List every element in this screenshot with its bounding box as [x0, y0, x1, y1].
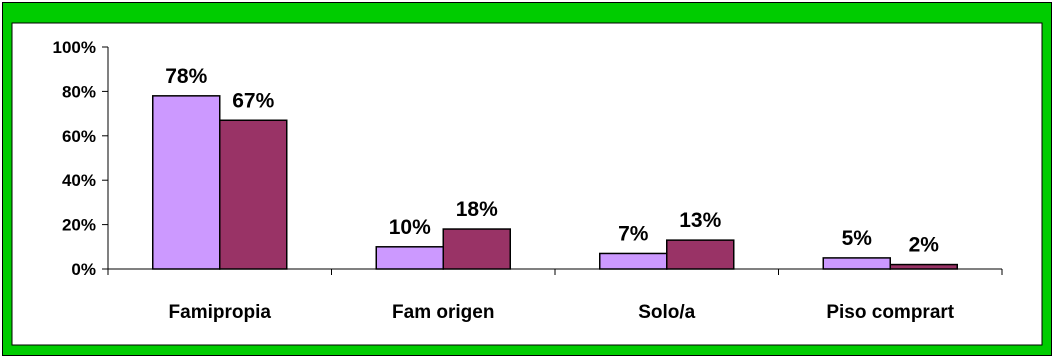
data-labels: 78% 10% 7% 5% 67% 18% 13% 2%: [165, 65, 939, 257]
y-tick-label: 100%: [53, 38, 96, 57]
x-category-label: Famipropia: [169, 302, 272, 323]
bar-series-1: [152, 95, 221, 270]
y-tick-label: 20%: [62, 216, 96, 235]
bar-series-2: [666, 239, 735, 270]
data-label: 78%: [165, 65, 207, 88]
bar-series-1: [599, 252, 668, 270]
data-label: 2%: [909, 234, 940, 257]
y-axis: 0% 20% 40% 60% 80% 100%: [53, 38, 109, 279]
y-tick-label: 80%: [62, 82, 96, 101]
bar-series-1: [375, 246, 444, 270]
chart-container: 0% 20% 40% 60% 80% 100% Famipropia Fam origen S…: [2, 2, 1052, 356]
bar-series-2: [889, 263, 958, 270]
data-label: 10%: [389, 216, 431, 239]
bar-chart: 0% 20% 40% 60% 80% 100% Famipropia Fam origen S…: [2, 2, 1052, 356]
data-label: 7%: [618, 222, 649, 245]
data-label: 13%: [679, 209, 721, 232]
x-category-label: Solo/a: [638, 302, 695, 323]
data-label: 18%: [456, 198, 498, 221]
data-label: 67%: [232, 89, 274, 112]
data-label: 5%: [842, 227, 873, 250]
bar-series-1: [822, 257, 891, 270]
bar-series-2: [442, 228, 511, 270]
y-tick-label: 40%: [62, 171, 96, 190]
bars: [152, 95, 958, 270]
x-category-label: Fam origen: [392, 302, 494, 323]
x-category-label: Piso comprart: [826, 302, 954, 323]
y-tick-label: 0%: [71, 260, 96, 279]
y-tick-label: 60%: [62, 127, 96, 146]
bar-series-2: [219, 119, 288, 270]
